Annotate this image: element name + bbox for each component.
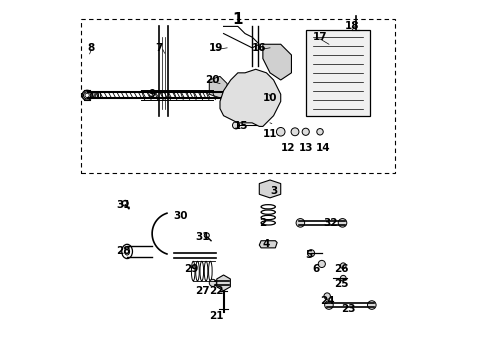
Text: 31: 31 (116, 200, 131, 210)
Text: 7: 7 (156, 43, 163, 53)
Polygon shape (263, 44, 292, 80)
Circle shape (317, 129, 323, 135)
Text: 17: 17 (313, 32, 327, 42)
Text: 11: 11 (263, 129, 277, 139)
Text: 21: 21 (209, 311, 223, 321)
Circle shape (341, 275, 346, 281)
Polygon shape (220, 69, 281, 126)
Text: 30: 30 (173, 211, 188, 221)
Circle shape (302, 128, 309, 135)
Text: 16: 16 (252, 43, 267, 53)
Circle shape (232, 122, 240, 129)
Circle shape (209, 279, 217, 287)
Text: 18: 18 (345, 21, 360, 31)
Text: 9: 9 (148, 89, 156, 99)
Text: 1: 1 (233, 12, 243, 27)
Circle shape (325, 301, 333, 309)
Text: 10: 10 (263, 93, 277, 103)
Polygon shape (259, 180, 281, 198)
Text: 12: 12 (281, 143, 295, 153)
Text: 2: 2 (259, 218, 267, 228)
Text: 20: 20 (206, 75, 220, 85)
Circle shape (318, 260, 325, 267)
Circle shape (291, 128, 299, 136)
Text: 23: 23 (342, 303, 356, 314)
Text: 24: 24 (320, 296, 335, 306)
Text: 14: 14 (316, 143, 331, 153)
Circle shape (368, 301, 376, 309)
Text: 15: 15 (234, 121, 249, 131)
Polygon shape (259, 241, 277, 248)
Text: 3: 3 (270, 186, 277, 196)
Bar (81, 19, 395, 173)
Text: 32: 32 (323, 218, 338, 228)
Text: 4: 4 (263, 239, 270, 249)
Text: 8: 8 (88, 43, 95, 53)
Circle shape (341, 263, 346, 269)
Polygon shape (209, 76, 227, 98)
Text: 26: 26 (334, 264, 349, 274)
Text: 13: 13 (298, 143, 313, 153)
Text: 19: 19 (209, 43, 223, 53)
Text: 25: 25 (334, 279, 349, 289)
Text: 27: 27 (195, 286, 209, 296)
Circle shape (338, 219, 347, 227)
Circle shape (276, 127, 285, 136)
Text: 29: 29 (184, 264, 198, 274)
Text: 31: 31 (195, 232, 209, 242)
Bar (306, 30, 370, 116)
Text: 22: 22 (209, 286, 223, 296)
Circle shape (324, 293, 330, 299)
Text: 28: 28 (116, 247, 131, 256)
Circle shape (296, 219, 305, 227)
Circle shape (308, 249, 315, 257)
Text: 6: 6 (313, 264, 320, 274)
Text: 5: 5 (306, 250, 313, 260)
